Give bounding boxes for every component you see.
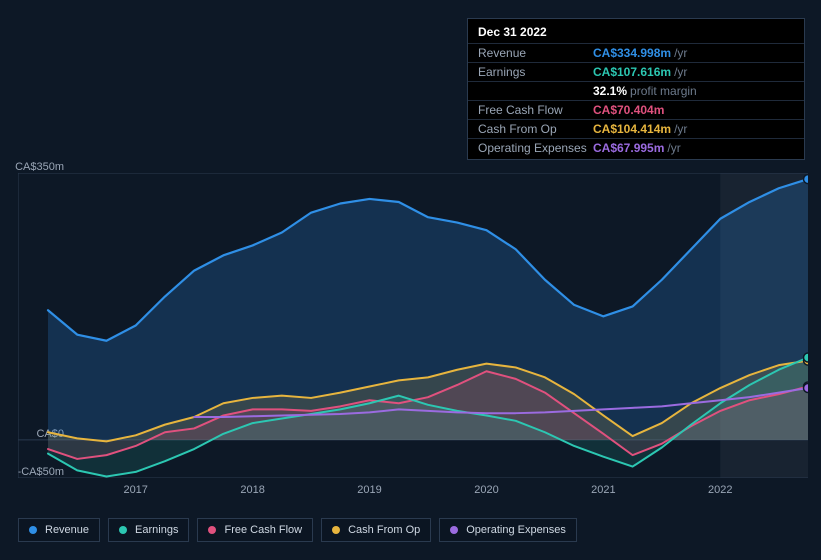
tooltip-metric-value: CA$67.995m bbox=[593, 141, 664, 155]
financials-area-chart: Dec 31 2022 RevenueCA$334.998m/yrEarning… bbox=[0, 0, 821, 560]
legend: Revenue Earnings Free Cash Flow Cash From O… bbox=[18, 518, 577, 542]
legend-swatch bbox=[450, 526, 458, 534]
tooltip-metric-label: Free Cash Flow bbox=[478, 103, 593, 117]
legend-label: Cash From Op bbox=[348, 524, 420, 536]
tooltip-row: RevenueCA$334.998m/yr bbox=[468, 43, 804, 62]
tooltip-row: Free Cash FlowCA$70.404m bbox=[468, 100, 804, 119]
legend-swatch bbox=[332, 526, 340, 534]
tooltip-margin-row: 32.1% profit margin bbox=[468, 81, 804, 100]
tooltip-metric-value: CA$70.404m bbox=[593, 103, 664, 117]
tooltip-metric-value: CA$107.616m bbox=[593, 65, 671, 79]
tooltip-metric-label: Cash From Op bbox=[478, 122, 593, 136]
tooltip-margin-label: profit margin bbox=[630, 84, 697, 98]
x-axis-label: 2020 bbox=[474, 484, 498, 496]
x-axis: 2017 2018 2019 2020 2021 2022 bbox=[18, 484, 808, 502]
x-axis-label: 2021 bbox=[591, 484, 615, 496]
x-axis-label: 2018 bbox=[240, 484, 264, 496]
tooltip-suffix: /yr bbox=[667, 141, 680, 155]
tooltip-suffix: /yr bbox=[674, 122, 687, 136]
tooltip-metric-value: CA$104.414m bbox=[593, 122, 671, 136]
legend-label: Operating Expenses bbox=[466, 524, 566, 536]
tooltip-row: EarningsCA$107.616m/yr bbox=[468, 62, 804, 81]
chart-tooltip: Dec 31 2022 RevenueCA$334.998m/yrEarning… bbox=[467, 18, 805, 160]
legend-item[interactable]: Free Cash Flow bbox=[197, 518, 313, 542]
y-axis-label: CA$350m bbox=[4, 161, 64, 173]
x-axis-label: 2022 bbox=[708, 484, 732, 496]
x-axis-label: 2019 bbox=[357, 484, 381, 496]
plot-area[interactable] bbox=[18, 173, 808, 478]
tooltip-suffix: /yr bbox=[674, 65, 687, 79]
legend-label: Revenue bbox=[45, 524, 89, 536]
x-axis-label: 2017 bbox=[123, 484, 147, 496]
legend-swatch bbox=[208, 526, 216, 534]
legend-swatch bbox=[119, 526, 127, 534]
tooltip-row: Cash From OpCA$104.414m/yr bbox=[468, 119, 804, 138]
legend-swatch bbox=[29, 526, 37, 534]
legend-label: Free Cash Flow bbox=[224, 524, 302, 536]
tooltip-suffix: /yr bbox=[674, 46, 687, 60]
tooltip-metric-label: Revenue bbox=[478, 46, 593, 60]
tooltip-metric-value: CA$334.998m bbox=[593, 46, 671, 60]
legend-item[interactable]: Operating Expenses bbox=[439, 518, 577, 542]
tooltip-metric-label: Earnings bbox=[478, 65, 593, 79]
tooltip-row: Operating ExpensesCA$67.995m/yr bbox=[468, 138, 804, 157]
tooltip-date: Dec 31 2022 bbox=[468, 25, 804, 43]
tooltip-margin-value: 32.1% bbox=[593, 84, 627, 98]
legend-item[interactable]: Revenue bbox=[18, 518, 100, 542]
legend-item[interactable]: Cash From Op bbox=[321, 518, 431, 542]
tooltip-metric-label: Operating Expenses bbox=[478, 141, 593, 155]
legend-label: Earnings bbox=[135, 524, 178, 536]
legend-item[interactable]: Earnings bbox=[108, 518, 189, 542]
